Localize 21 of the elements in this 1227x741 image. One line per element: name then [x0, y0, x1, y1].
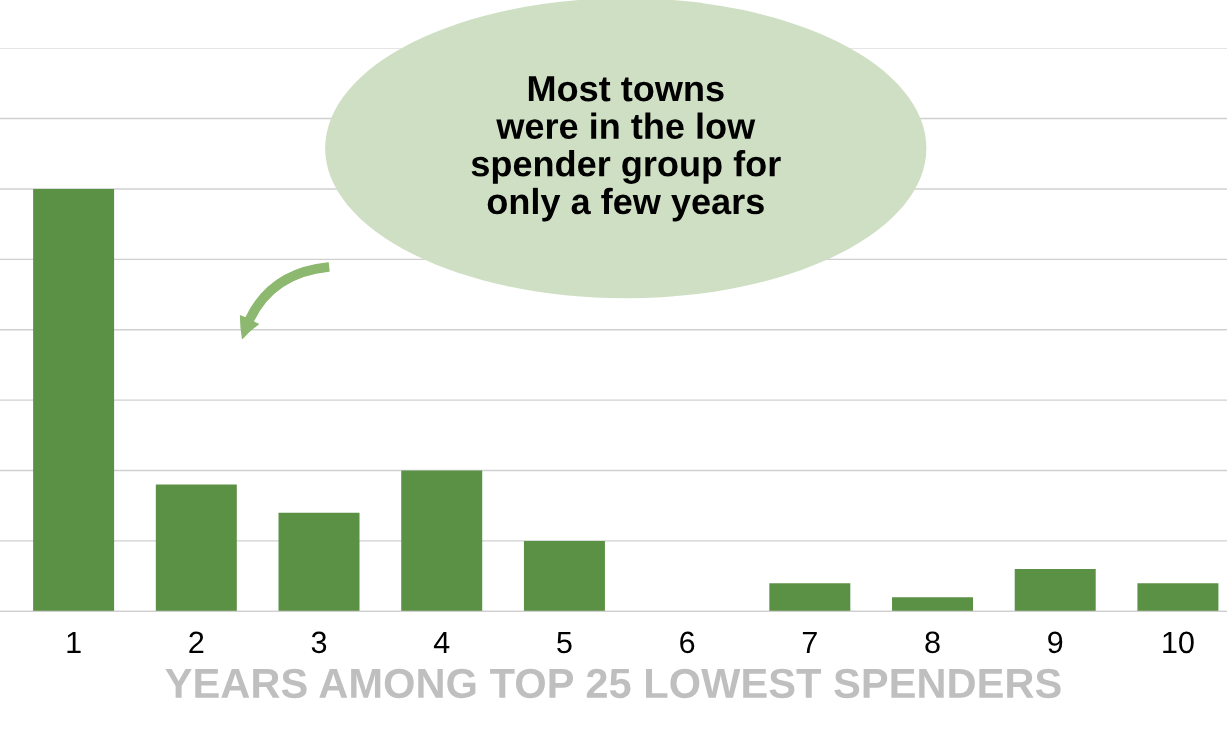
x-tick-label: 7 [802, 631, 817, 653]
bar [33, 188, 115, 612]
bar [523, 540, 605, 612]
bar [1137, 583, 1219, 612]
bar [892, 597, 974, 612]
bar [769, 583, 851, 612]
x-tick-label: 2 [189, 631, 204, 653]
x-tick-label: 6 [680, 631, 695, 654]
bar [401, 470, 483, 612]
bar [278, 512, 360, 612]
x-tick-label: 3 [311, 631, 327, 654]
x-tick-label: 5 [557, 631, 572, 654]
x-tick-label: 4 [433, 631, 450, 653]
x-tick-label: 1 [67, 631, 81, 653]
x-tick-label: 9 [1048, 631, 1063, 654]
x-tick-label: 10 [1163, 631, 1194, 654]
x-tick-label: 8 [925, 631, 940, 654]
x-axis-title: YEARS AMONG TOP 25 LOWEST SPENDERS [165, 668, 1061, 699]
bar [1014, 569, 1096, 612]
bar [155, 484, 237, 612]
annotation: Most towns were in the low spender group for only a few years [471, 76, 781, 222]
